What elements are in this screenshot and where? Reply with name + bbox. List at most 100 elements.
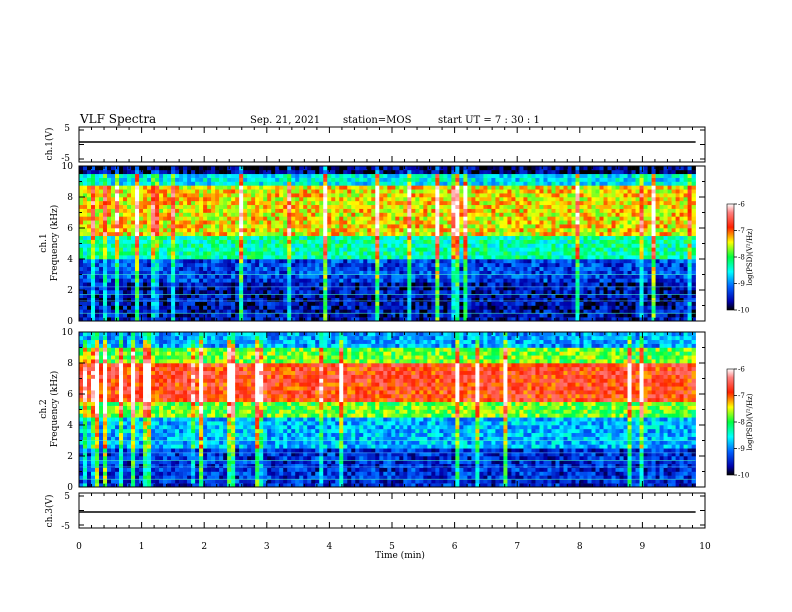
spectrogram-cell <box>227 181 232 186</box>
spectrogram-cell <box>183 266 188 271</box>
spectrogram-cell <box>419 212 424 217</box>
spectrogram-cell <box>535 228 540 233</box>
spectrogram-cell <box>251 293 256 299</box>
spectrogram-cell <box>387 266 392 271</box>
spectrogram-cell <box>151 212 156 217</box>
spectrogram-cell <box>471 290 476 295</box>
spectrogram-cell <box>123 235 128 240</box>
spectrogram-cell <box>491 293 496 299</box>
spectrogram-cell <box>467 274 472 279</box>
spectrogram-cell <box>315 297 320 302</box>
spectrogram-cell <box>215 247 220 252</box>
spectrogram-cell <box>171 301 176 306</box>
spectrogram-cell <box>467 220 472 225</box>
spectrogram-cell <box>83 251 88 256</box>
spectrogram-cell <box>503 189 508 194</box>
spectrogram-cell <box>531 185 536 190</box>
spectrogram-cell <box>515 228 520 233</box>
spectrogram-cell <box>199 309 204 314</box>
spectrogram-cell <box>487 189 492 194</box>
spectrogram-cell <box>351 266 356 271</box>
spectrogram-cell <box>547 181 552 186</box>
spectrogram-cell <box>227 293 232 299</box>
spectrogram-cell <box>407 181 412 186</box>
spectrogram-cell <box>235 212 240 217</box>
spectrogram-cell <box>507 297 512 302</box>
spectrogram-cell <box>399 231 404 237</box>
spectrogram-cell <box>307 193 312 198</box>
spectrogram-cell <box>451 290 456 295</box>
spectrogram-cell <box>431 200 436 206</box>
spectrogram-cell <box>219 181 224 186</box>
spectrogram-cell <box>511 212 516 217</box>
spectrogram-cell <box>443 193 448 198</box>
spectrogram-cell <box>323 251 328 256</box>
spectrogram-cell <box>87 309 92 314</box>
spectrogram-cell <box>559 282 564 287</box>
spectrogram-cell <box>435 200 440 206</box>
spectrogram-cell <box>91 317 96 322</box>
spectrogram-cell <box>387 220 392 225</box>
spectrogram-cell <box>507 255 512 260</box>
spectrogram-cell <box>483 212 488 217</box>
spectrogram-cell <box>359 282 364 287</box>
spectrogram-cell <box>459 266 464 271</box>
spectrogram-cell <box>271 286 276 291</box>
spectrogram-cell <box>167 282 172 287</box>
spectrogram-cell <box>135 224 140 229</box>
spectrogram-cell <box>531 301 536 306</box>
spectrogram-cell <box>191 169 196 175</box>
spectrogram-cell <box>163 255 168 260</box>
spectrogram-cell <box>399 313 404 318</box>
spectrogram-cell <box>243 220 248 225</box>
ch1-waveform-ylabel: ch.1(V) <box>44 128 55 161</box>
spectrogram-cell <box>87 231 92 237</box>
spectrogram-cell <box>415 185 420 190</box>
spectrogram-cell <box>235 228 240 233</box>
spectrogram-cell <box>491 243 496 248</box>
spectrogram-cell <box>199 193 204 198</box>
spectrogram-cell <box>491 317 496 322</box>
spectrogram-cell <box>467 208 472 213</box>
spectrogram-cell <box>439 169 444 175</box>
spectrogram-cell <box>387 228 392 233</box>
spectrogram-cell <box>167 255 172 260</box>
spectrogram-cell <box>391 305 396 310</box>
spectrogram-cell <box>451 239 456 244</box>
spectrogram-cell <box>547 228 552 233</box>
spectrogram-cell <box>403 185 408 190</box>
spectrogram-cell <box>523 200 528 206</box>
spectrogram-cell <box>195 173 200 178</box>
spectrogram-cell <box>295 173 300 178</box>
spectrogram-cell <box>359 270 364 275</box>
spectrogram-cell <box>547 313 552 318</box>
spectrogram-cell <box>167 278 172 283</box>
spectrogram-cell <box>195 208 200 213</box>
spectrogram-cell <box>199 282 204 287</box>
spectrogram-cell <box>523 270 528 275</box>
spectrogram-cell <box>507 262 512 268</box>
spectrogram-cell <box>499 270 504 275</box>
spectrogram-cell <box>99 309 104 314</box>
spectrogram-cell <box>115 231 120 237</box>
spectrogram-cell <box>283 262 288 268</box>
spectrogram-cell <box>231 317 236 322</box>
spectrogram-cell <box>387 301 392 306</box>
spectrogram-cell <box>463 266 468 271</box>
spectrogram-cell <box>407 243 412 248</box>
spectrogram-cell <box>507 208 512 213</box>
spectrogram-cell <box>371 200 376 206</box>
spectrogram-cell <box>367 251 372 256</box>
spectrogram-cell <box>447 270 452 275</box>
spectrogram-cell <box>307 216 312 221</box>
spectrogram-cell <box>307 166 312 171</box>
spectrogram-cell <box>547 239 552 244</box>
spectrogram-cell <box>523 309 528 314</box>
spectrogram-cell <box>191 262 196 268</box>
spectrogram-cell <box>535 220 540 225</box>
spectrogram-cell <box>311 286 316 291</box>
spectrogram-cell <box>547 255 552 260</box>
spectrogram-cell <box>183 204 188 209</box>
spectrogram-cell <box>387 189 392 194</box>
spectrogram-cell <box>551 193 556 198</box>
